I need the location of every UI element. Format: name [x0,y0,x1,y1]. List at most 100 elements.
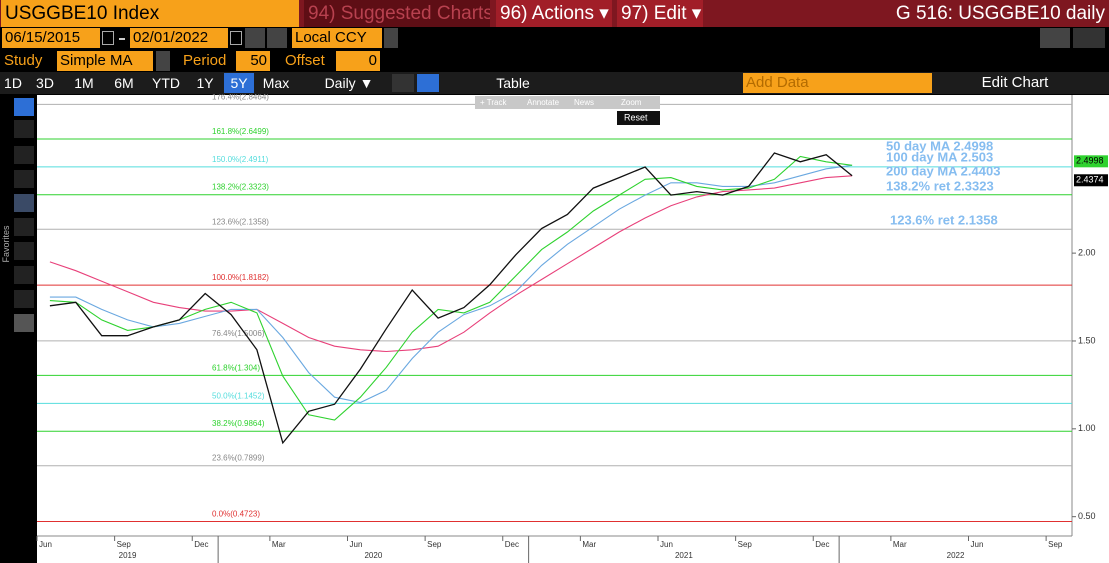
annotation: 123.6% ret 2.1358 [890,212,998,227]
offset-field[interactable]: 0 [336,51,380,71]
study-label: Study [4,52,43,69]
study-field[interactable]: Simple MA [57,51,153,71]
x-tick-label: Sep [1048,540,1063,549]
x-tick-label: Dec [815,540,829,549]
offset-label: Offset [285,52,325,69]
retracement-label: 76.4%(1.5006) [212,329,265,338]
retracement-label: 176.4%(2.8464) [212,94,269,101]
retracement-label: 38.2%(0.9864) [212,419,265,428]
retracement-label: 100.0%(1.8182) [212,273,269,282]
x-tick-label: Mar [893,540,907,549]
retracement-label: 138.2%(2.3323) [212,183,269,192]
y-axis-area [1072,95,1109,536]
y-tick-label: 2.00 [1078,248,1096,258]
percent-tool[interactable] [14,146,34,164]
chart-tool[interactable]: News [574,98,594,107]
retracement-label: 23.6%(0.7899) [212,454,265,463]
prev-button[interactable] [245,28,265,48]
edit-chart[interactable]: Edit Chart [981,74,1049,91]
price-line [49,152,853,445]
price-tag-label: 2.4998 [1076,156,1104,166]
period-label: Period [183,52,227,69]
retracement-label: 150.0%(2.4911) [212,155,269,164]
dash [119,38,125,40]
x-year-label: 2022 [947,551,965,560]
calendar-icon[interactable] [230,31,242,45]
price-tool[interactable] [14,170,34,188]
reset-button[interactable] [617,111,660,125]
trend-tool[interactable] [14,242,34,260]
annotation: 138.2% ret 2.3323 [886,178,994,193]
channel-tool[interactable] [14,314,34,332]
retracement-label: 123.6%(2.1358) [212,217,269,226]
y-tick-label: 1.00 [1078,423,1096,433]
chart-toolbar [475,96,660,109]
x-tick-label: Sep [738,540,753,549]
x-year-label: 2020 [364,551,382,560]
sidebar-label: Favorites [1,225,11,263]
pointer-tool[interactable] [14,98,34,116]
line-icon[interactable] [392,74,414,92]
redo-button[interactable] [1073,28,1105,48]
price-tag [1074,174,1108,187]
ray-tool[interactable] [14,266,34,284]
annotation: 200 day MA 2.4403 [886,163,1000,178]
reset-label[interactable]: Reset [624,112,648,122]
currency-dropdown[interactable] [384,28,398,48]
price-tag [1074,155,1108,168]
chart-tool[interactable]: Zoom [621,98,642,107]
next-button[interactable] [267,28,287,48]
period-button[interactable]: 6M [114,75,134,91]
suggested-charts[interactable]: 94) Suggested Charts [304,0,490,27]
retracement-label: 161.8%(2.6499) [212,127,269,136]
period-button[interactable]: YTD [152,75,180,91]
retracement-label: 50.0%(1.1452) [212,391,265,400]
retracement-tool[interactable] [14,218,34,236]
edit-menu[interactable]: 97) Edit ▾ [617,0,703,27]
period-button[interactable]: 1Y [196,75,214,91]
start-date[interactable]: 06/15/2015 [2,28,100,48]
price-tag-label: 2.4374 [1076,175,1104,185]
calendar-icon[interactable] [102,31,114,45]
chart-tool[interactable]: + Track [480,98,507,107]
undo-button[interactable] [1040,28,1070,48]
draw-tool[interactable] [14,120,34,138]
moving-average-line [49,164,853,404]
actions-menu[interactable]: 96) Actions ▾ [496,0,612,27]
y-tick-label: 1.50 [1078,335,1096,345]
currency[interactable]: Local CCY [292,28,382,48]
chart-tool[interactable]: Annotate [527,98,560,107]
moving-average-line [49,155,853,421]
period-button[interactable]: 3D [36,75,54,91]
table-button[interactable]: Table [496,75,530,91]
x-axis-area [37,536,1109,563]
period-field[interactable]: 50 [236,51,270,71]
annotation: 100 day MA 2.503 [886,149,993,164]
x-tick-label: Mar [582,540,596,549]
end-date[interactable]: 02/01/2022 [130,28,228,48]
x-tick-label: Sep [427,540,442,549]
frequency[interactable]: Daily ▼ [324,75,374,91]
security-field[interactable]: USGGBE10 Index [1,0,299,27]
retracement-label: 61.8%(1.304) [212,363,260,372]
x-tick-label: Dec [505,540,519,549]
period-button[interactable]: Max [262,75,290,91]
annotation: 50 day MA 2.4998 [886,138,993,153]
period-button[interactable]: 5Y [224,73,254,93]
x-tick-label: Jun [660,540,673,549]
study-dropdown[interactable] [156,51,170,71]
bar-icon[interactable] [417,74,439,92]
y-tick-label: 0.50 [1078,511,1096,521]
chart: Favorites 176.4%(2.8464) 161.8%(2.6499) 15… [0,94,1109,563]
moving-average-line [49,175,853,353]
period-button[interactable]: 1M [74,75,94,91]
hline-tool[interactable] [14,290,34,308]
retracement-label: 0.0%(0.4723) [212,510,260,519]
x-year-label: 2021 [675,551,693,560]
x-tick-label: Jun [350,540,363,549]
text-tool[interactable] [14,194,34,212]
add-data[interactable]: Add Data [743,73,932,93]
x-tick-label: Mar [272,540,286,549]
x-tick-label: Dec [194,540,208,549]
period-button[interactable]: 1D [4,75,22,91]
